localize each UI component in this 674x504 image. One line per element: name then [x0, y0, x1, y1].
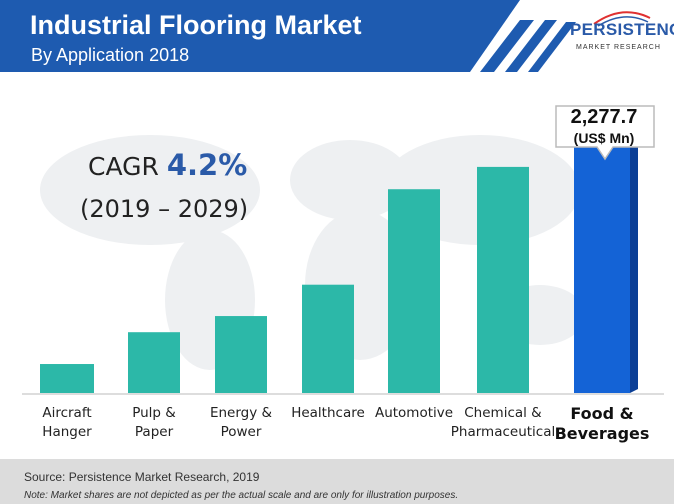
- category-label: Automotive: [375, 404, 453, 423]
- category-label-line: Aircraft: [42, 405, 92, 421]
- bar-group: [40, 123, 638, 393]
- logo-main-text: PERSISTENCE: [570, 20, 674, 39]
- category-label: Energy & Power: [210, 404, 272, 442]
- category-label-line: Paper: [134, 424, 174, 440]
- bar-chemical-pharmaceutical: [477, 166, 529, 393]
- page-title: Industrial Flooring Market: [30, 10, 362, 40]
- callout-value: 2,277.7: [570, 106, 638, 128]
- category-label-line: Power: [220, 424, 262, 440]
- bar-pulp-paper: [128, 332, 180, 393]
- category-label: Healthcare: [291, 404, 365, 423]
- cagr-period: (2019 – 2029): [80, 195, 249, 223]
- category-label-line: Pulp &: [132, 405, 176, 421]
- stripe-3: [528, 22, 576, 72]
- category-label-line: Automotive: [374, 405, 454, 421]
- category-label-line: Energy &: [209, 405, 273, 421]
- header-banner: Industrial Flooring Market By Applicatio…: [0, 0, 674, 78]
- value-callout-box: [555, 105, 655, 161]
- page-subtitle: By Application 2018: [31, 45, 190, 65]
- bar-side-food-beverages: [630, 123, 638, 393]
- category-label-line: Healthcare: [291, 405, 365, 421]
- stripe-1: [480, 20, 534, 72]
- note-text: Note: Market shares are not depicted as …: [24, 490, 459, 501]
- bar-energy-power: [215, 316, 267, 393]
- cagr-value: 4.2%: [166, 148, 248, 182]
- brand-logo: PERSISTENCE MARKET RESEARCH: [570, 11, 674, 70]
- callout-unit: (US$ Mn): [573, 130, 635, 146]
- footer-band: [0, 459, 674, 504]
- banner-shape: [0, 0, 576, 72]
- source-text: Source: Persistence Market Research, 201…: [24, 470, 260, 484]
- logo-sub-text: MARKET RESEARCH: [576, 44, 661, 51]
- bar-automotive: [388, 189, 440, 393]
- logo-swirl-icon: [593, 11, 651, 27]
- category-label-line: Beverages: [554, 424, 650, 443]
- category-label: Food & Beverages: [555, 404, 650, 444]
- category-label: Pulp & Paper: [132, 404, 176, 442]
- cagr-statement: CAGR 4.2%: [88, 148, 247, 182]
- bar-healthcare: [302, 284, 354, 393]
- category-label-line: Hanger: [42, 424, 92, 440]
- category-label: Aircraft Hanger: [42, 404, 91, 442]
- bar-chart: [22, 123, 664, 395]
- category-label-line: Food &: [570, 404, 634, 423]
- bar-aircraft-hanger: [40, 364, 94, 393]
- category-label-line: Pharmaceutical: [450, 424, 556, 440]
- stripe-2: [505, 20, 557, 72]
- category-label-line: Chemical &: [464, 405, 542, 421]
- bar-food-beverages: [574, 131, 630, 393]
- category-label: Chemical & Pharmaceutical: [451, 404, 555, 442]
- cagr-label: CAGR: [88, 152, 159, 181]
